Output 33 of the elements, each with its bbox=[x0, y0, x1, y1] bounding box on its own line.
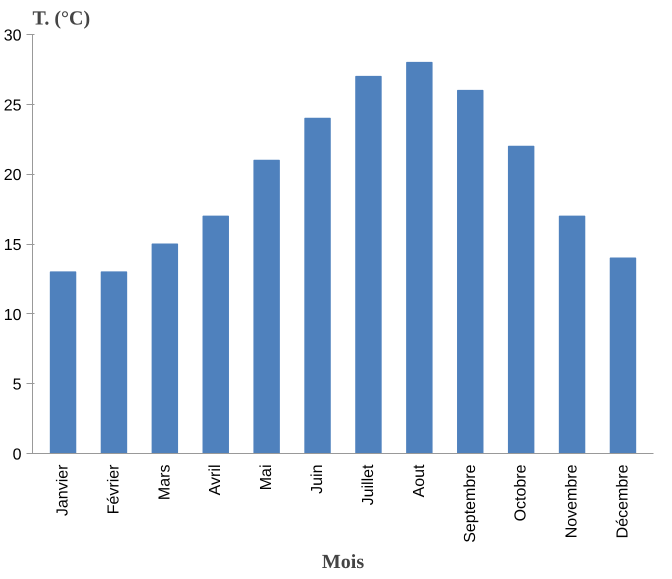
bar bbox=[50, 271, 76, 454]
bar bbox=[355, 76, 382, 454]
y-tick-label: 0 bbox=[12, 446, 22, 464]
bar bbox=[202, 216, 229, 454]
y-tick-label: 10 bbox=[4, 306, 22, 324]
bar bbox=[508, 146, 534, 454]
y-tick-label: 15 bbox=[4, 237, 22, 254]
bar bbox=[304, 118, 331, 454]
y-axis-title: T. (°C) bbox=[32, 8, 90, 30]
bar bbox=[610, 257, 636, 454]
bar bbox=[457, 90, 484, 454]
x-tick-label: Octobre bbox=[512, 464, 530, 522]
x-tick-label: Novembre bbox=[564, 464, 581, 538]
bar bbox=[558, 216, 586, 454]
bar bbox=[406, 62, 433, 454]
x-tick-label: Aout bbox=[410, 464, 428, 498]
x-tick-label: Juillet bbox=[360, 464, 377, 506]
x-axis-title: Mois bbox=[322, 550, 364, 573]
y-tick-label: 30 bbox=[4, 28, 22, 44]
x-tick-label: Juin bbox=[309, 464, 326, 494]
x-tick-label: Janvier bbox=[54, 464, 72, 516]
y-tick-label: 20 bbox=[4, 167, 22, 184]
bar bbox=[100, 271, 128, 454]
bar bbox=[152, 244, 178, 454]
x-tick-label: Septembre bbox=[462, 464, 479, 543]
x-tick-label: Février bbox=[105, 464, 122, 514]
x-tick-label: Mai bbox=[258, 464, 276, 490]
bar bbox=[253, 160, 280, 454]
x-tick-label: Décembre bbox=[614, 464, 632, 538]
y-tick-label: 5 bbox=[12, 376, 22, 394]
x-tick-label: Mars bbox=[156, 464, 174, 500]
y-tick-label: 25 bbox=[4, 97, 22, 114]
x-tick-label: Avril bbox=[207, 464, 224, 496]
